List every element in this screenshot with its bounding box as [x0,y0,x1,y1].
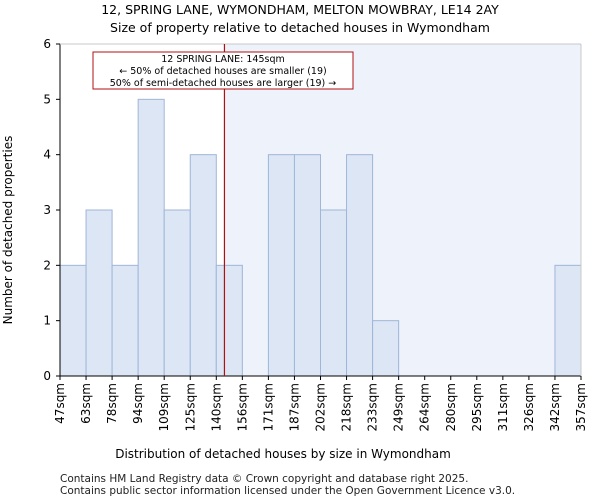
histogram-bar [215,264,243,377]
x-tick-label: 140sqm [209,383,223,431]
annotation-line-1: 12 SPRING LANE: 145sqm [161,54,284,65]
y-tick-label: 4 [43,148,51,162]
x-tick-label: 94sqm [131,383,145,424]
x-tick-label: 249sqm [392,383,406,431]
histogram-bar [320,209,348,377]
x-tick-label: 295sqm [470,383,484,431]
x-tick-label: 264sqm [418,383,432,431]
x-tick-label: 357sqm [574,383,588,431]
histogram-bar [293,154,322,377]
footer-licence: Contains public sector information licen… [60,485,516,497]
chart-title: 12, SPRING LANE, WYMONDHAM, MELTON MOWBR… [101,2,499,17]
histogram-bar [85,209,113,377]
y-tick-label: 0 [43,369,51,383]
x-tick-label: 63sqm [79,383,93,424]
histogram-bar [267,154,295,377]
x-tick-label: 47sqm [53,383,67,424]
annotation-line-2: ← 50% of detached houses are smaller (19… [119,66,326,77]
x-tick-label: 233sqm [366,383,380,431]
y-tick-label: 3 [43,203,51,217]
y-tick-label: 6 [43,37,51,51]
y-tick-label: 2 [43,258,51,272]
histogram-bar [111,264,139,377]
x-tick-label: 125sqm [183,383,197,431]
footer-copyright: Contains HM Land Registry data © Crown c… [60,473,469,485]
x-tick-label: 326sqm [522,383,536,431]
x-axis-label: Distribution of detached houses by size … [115,447,451,461]
annotation-box: 12 SPRING LANE: 145sqm ← 50% of detached… [92,51,354,90]
y-tick-label: 1 [43,314,51,328]
histogram-bar [554,264,582,377]
x-tick-label: 218sqm [340,383,354,431]
x-tick-label: 280sqm [444,383,458,431]
histogram-bar [163,209,191,377]
y-axis-label: Number of detached properties [1,136,15,325]
chart-subtitle: Size of property relative to detached ho… [110,20,490,35]
histogram-bar [372,320,400,377]
histogram-bar [189,154,217,377]
histogram-bar [137,98,165,377]
y-tick-label: 5 [43,92,51,106]
x-tick-label: 187sqm [287,383,301,431]
x-tick-label: 78sqm [105,383,119,424]
x-tick-label: 109sqm [157,383,171,431]
x-tick-label: 202sqm [314,383,328,431]
histogram-bar [59,264,87,377]
histogram-chart: 0 1 2 3 4 5 6 47sqm 63sqm 78sqm 94sqm 109sqm 125sqm 1… [1,37,588,461]
x-tick-label: 156sqm [235,383,249,431]
annotation-line-3: 50% of semi-detached houses are larger (… [110,78,337,89]
x-tick-label: 342sqm [548,383,562,431]
annotation-frame [92,51,354,90]
histogram-bar [346,154,374,377]
x-tick-label: 171sqm [261,383,275,431]
x-tick-label: 311sqm [496,383,510,431]
